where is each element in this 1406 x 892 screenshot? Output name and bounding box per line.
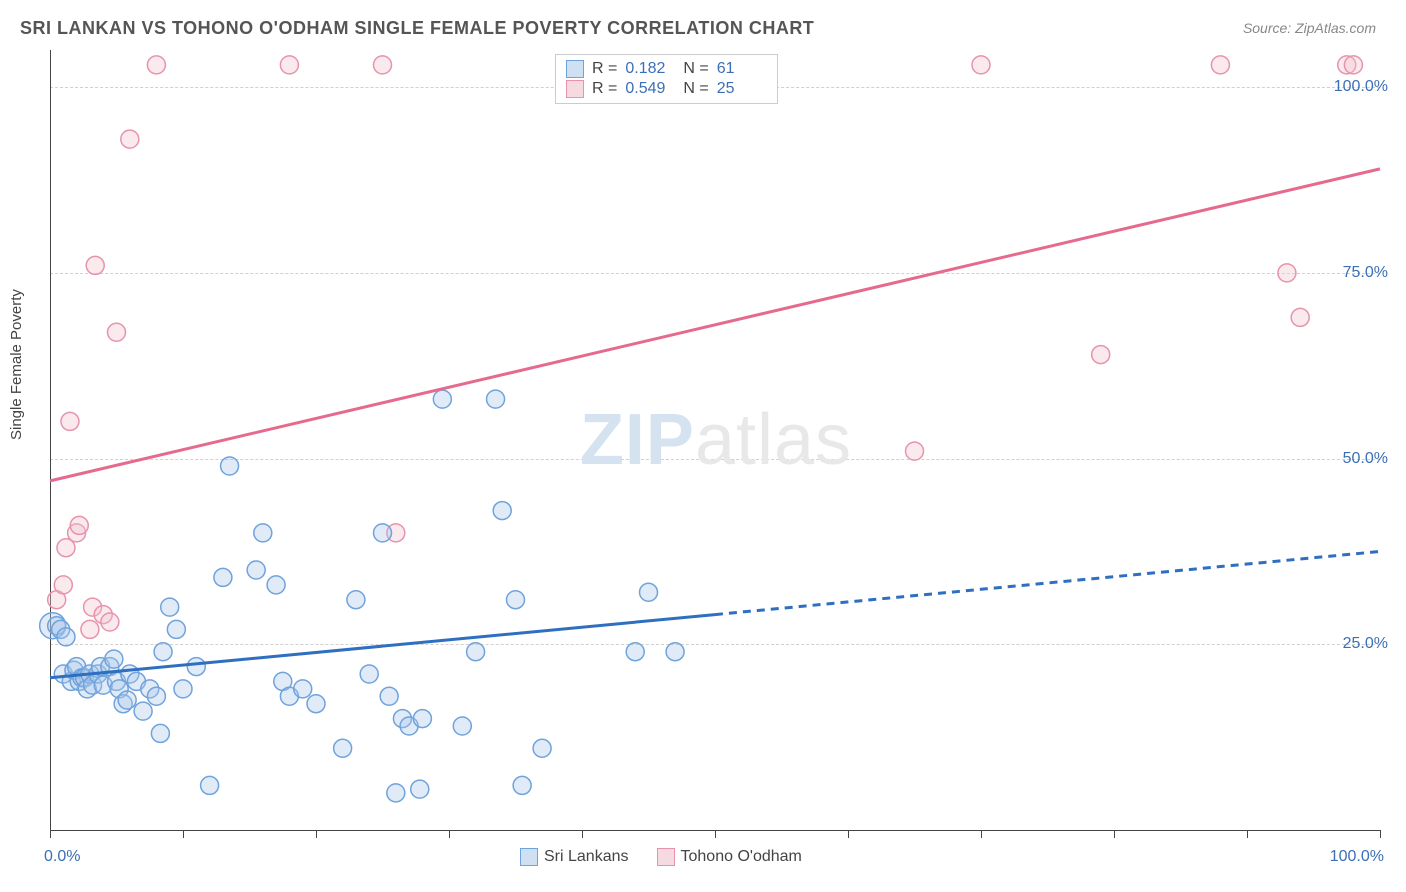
x-axis-max-label: 100.0% (1330, 848, 1384, 866)
legend-swatch-1 (657, 848, 675, 866)
legend-r-label: R = (592, 80, 617, 98)
y-axis-label: Single Female Poverty (8, 289, 25, 440)
legend-n-value-1: 25 (717, 80, 767, 98)
legend-r-value-1: 0.549 (625, 80, 675, 98)
chart-svg (50, 50, 1380, 830)
legend-n-value-0: 61 (717, 60, 767, 78)
legend-label-0: Sri Lankans (544, 848, 629, 866)
source-attribution: Source: ZipAtlas.com (1243, 20, 1376, 36)
legend-swatch-series-1 (566, 80, 584, 98)
legend-swatch-series-0 (566, 60, 584, 78)
legend-item-1: Tohono O'odham (657, 848, 802, 866)
legend-n-label: N = (683, 80, 708, 98)
x-axis-min-label: 0.0% (44, 848, 80, 866)
legend-label-1: Tohono O'odham (681, 848, 802, 866)
legend-stats-row-1: R = 0.182 N = 61 (566, 59, 767, 79)
legend-n-label: N = (683, 60, 708, 78)
chart-title: SRI LANKAN VS TOHONO O'ODHAM SINGLE FEMA… (20, 18, 814, 39)
chart-container: SRI LANKAN VS TOHONO O'ODHAM SINGLE FEMA… (0, 0, 1406, 892)
legend-r-value-0: 0.182 (625, 60, 675, 78)
legend-swatch-0 (520, 848, 538, 866)
legend-stats-row-2: R = 0.549 N = 25 (566, 79, 767, 99)
legend-series-names: Sri Lankans Tohono O'odham (520, 848, 802, 866)
legend-stats-box: R = 0.182 N = 61 R = 0.549 N = 25 (555, 54, 778, 104)
legend-item-0: Sri Lankans (520, 848, 629, 866)
legend-r-label: R = (592, 60, 617, 78)
